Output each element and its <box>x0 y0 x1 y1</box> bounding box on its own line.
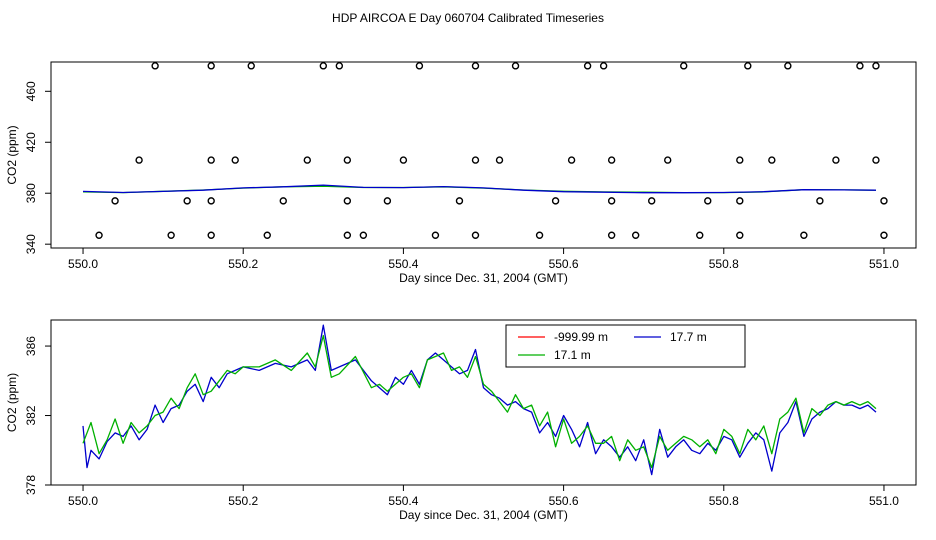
y-tick-label: 386 <box>24 336 38 356</box>
scatter-point <box>696 231 704 239</box>
scatter-point <box>567 156 576 164</box>
x-tick-label: 550.8 <box>709 257 739 271</box>
x-tick-label: 550.8 <box>709 494 739 508</box>
scatter-point <box>95 231 103 239</box>
x-tick-label: 551.0 <box>869 257 899 271</box>
series-line <box>82 334 877 469</box>
scatter-point <box>167 231 175 239</box>
scatter-point <box>736 197 744 205</box>
top-scatter-plot: 550.0 550.2 550.4 550.6 550.8 551.0 340 380 420 4… <box>5 61 917 285</box>
scatter-point <box>800 231 808 239</box>
x-axis-label: Day since Dec. 31, 2004 (GMT) <box>399 271 568 285</box>
x-tick-label: 550.6 <box>549 257 579 271</box>
scatter-point <box>319 62 328 70</box>
scatter-point <box>535 231 544 239</box>
scatter-point <box>736 156 744 164</box>
plot-frame <box>50 61 917 249</box>
scatter-point <box>247 62 255 70</box>
legend-label: -999.99 m <box>554 330 608 344</box>
scatter-point <box>471 231 480 239</box>
scatter-point <box>680 62 688 70</box>
scatter-point <box>151 62 159 70</box>
scatter-point <box>111 197 119 205</box>
y-tick-label: 380 <box>24 183 38 203</box>
scatter-point <box>704 197 712 205</box>
scatter-point <box>183 197 191 205</box>
scatter-point <box>607 231 616 239</box>
scatter-point <box>207 62 215 70</box>
x-tick-label: 550.0 <box>68 257 98 271</box>
scatter-point <box>736 231 744 239</box>
y-tick-label: 420 <box>24 132 38 152</box>
scatter-point <box>551 197 560 205</box>
scatter-point <box>607 156 616 164</box>
scatter-point <box>784 62 792 70</box>
scatter-point <box>207 197 215 205</box>
x-tick-label: 550.0 <box>68 494 98 508</box>
x-tick-label: 550.4 <box>388 257 418 271</box>
series-line <box>82 324 877 476</box>
scatter-point <box>343 197 352 205</box>
scatter-point <box>231 156 239 164</box>
scatter-point <box>664 156 672 164</box>
scatter-point <box>135 156 143 164</box>
scatter-point <box>207 156 215 164</box>
scatter-point <box>880 197 888 205</box>
y-tick-label: 340 <box>24 234 38 254</box>
scatter-point <box>359 231 368 239</box>
scatter-point <box>335 62 344 70</box>
legend-label: 17.1 m <box>554 348 591 362</box>
scatter-point <box>583 62 592 70</box>
scatter-point <box>431 231 440 239</box>
scatter-point <box>631 231 640 239</box>
scatter-point <box>599 62 608 70</box>
x-tick-label: 551.0 <box>869 494 899 508</box>
scatter-point <box>816 197 824 205</box>
legend-label: 17.7 m <box>670 330 707 344</box>
scatter-point <box>856 62 864 70</box>
scatter-point <box>279 197 287 205</box>
scatter-point <box>303 156 311 164</box>
scatter-point <box>471 156 480 164</box>
page-title: HDP AIRCOA E Day 060704 Calibrated Times… <box>332 11 604 25</box>
scatter-point <box>872 156 880 164</box>
scatter-point <box>207 231 215 239</box>
y-tick-label: 378 <box>24 475 38 495</box>
scatter-point <box>343 156 352 164</box>
scatter-point <box>607 197 616 205</box>
y-tick-label: 460 <box>24 81 38 101</box>
x-axis-label: Day since Dec. 31, 2004 (GMT) <box>399 508 568 522</box>
scatter-point <box>832 156 840 164</box>
scatter-point <box>343 231 352 239</box>
y-axis-label: CO2 (ppm) <box>5 373 19 432</box>
series-line <box>82 184 877 194</box>
y-axis-label: CO2 (ppm) <box>5 125 19 184</box>
y-tick-label: 382 <box>24 405 38 425</box>
scatter-point <box>383 197 392 205</box>
scatter-point <box>495 156 504 164</box>
scatter-point <box>399 156 408 164</box>
scatter-point <box>511 62 520 70</box>
scatter-point <box>768 156 776 164</box>
x-tick-label: 550.2 <box>228 494 258 508</box>
x-tick-label: 550.4 <box>388 494 418 508</box>
scatter-point <box>263 231 271 239</box>
x-tick-label: 550.2 <box>228 257 258 271</box>
scatter-point <box>415 62 424 70</box>
x-tick-label: 550.6 <box>549 494 579 508</box>
scatter-point <box>471 62 480 70</box>
scatter-point <box>872 62 880 70</box>
plot-frame <box>50 319 917 486</box>
legend-box <box>505 324 746 368</box>
scatter-point <box>880 231 888 239</box>
scatter-point <box>744 62 752 70</box>
bottom-line-plot: 550.0 550.2 550.4 550.6 550.8 551.0 378 382 386 D… <box>5 319 917 522</box>
scatter-point <box>455 197 464 205</box>
scatter-point <box>647 197 656 205</box>
